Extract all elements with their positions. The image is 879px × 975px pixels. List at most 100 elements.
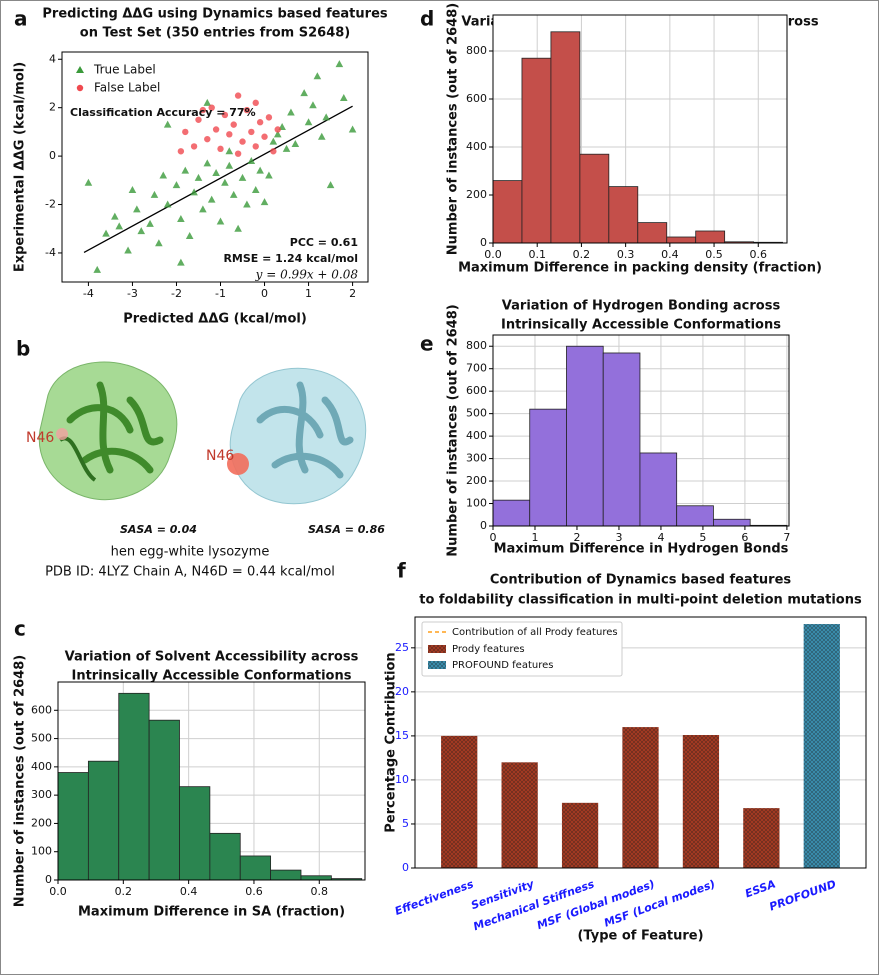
y-tick-label: 100 <box>31 845 52 858</box>
point <box>287 108 295 116</box>
sasa-label: SASA = 0.86 <box>308 523 385 536</box>
y-tick-label: 5 <box>402 817 409 830</box>
legend-marker <box>76 84 84 92</box>
point <box>146 219 154 227</box>
point <box>111 212 119 220</box>
y-tick-label: 0 <box>480 236 487 249</box>
histogram-bar <box>676 505 714 527</box>
point <box>128 186 137 193</box>
point <box>243 106 251 114</box>
histogram-bar <box>87 760 120 881</box>
y-tick-label: 0 <box>480 519 487 532</box>
point <box>115 222 124 230</box>
point <box>212 169 220 177</box>
point <box>247 156 256 164</box>
y-tick-label: -4 <box>45 246 56 259</box>
y-tick-label: 0 <box>45 873 52 886</box>
legend-box <box>421 621 623 677</box>
y-axis-label: Percentage Contribution <box>384 652 399 832</box>
histogram-bar <box>179 786 211 881</box>
fit-line <box>83 105 353 254</box>
residue-label: N46 <box>26 430 54 446</box>
panel-label: d <box>420 7 434 31</box>
axes-frame <box>57 681 366 881</box>
histogram-bar <box>637 222 668 244</box>
x-tick-label: 0.0 <box>484 248 502 261</box>
x-tick-label: 0.5 <box>705 248 723 261</box>
annotation: y = 0.99x + 0.08 <box>255 268 359 282</box>
y-tick-label: 300 <box>466 452 487 465</box>
point <box>238 173 247 181</box>
y-tick-label: 800 <box>466 339 487 352</box>
point <box>243 200 251 208</box>
y-tick-label: 400 <box>466 429 487 442</box>
y-tick-label: 500 <box>466 407 487 420</box>
point <box>177 148 185 155</box>
bar <box>441 735 478 868</box>
point <box>252 99 259 107</box>
axes-frame <box>61 51 369 283</box>
bar <box>682 735 720 868</box>
point <box>159 171 168 179</box>
point <box>269 137 278 145</box>
x-tick-label: 2 <box>349 287 356 300</box>
y-tick-label: 2 <box>49 101 56 114</box>
annotation: PCC = 0.61 <box>290 236 358 249</box>
y-tick-label: 600 <box>31 703 52 716</box>
legend-marker <box>428 661 446 669</box>
x-tick-label: 0 <box>261 287 268 300</box>
point <box>207 195 216 203</box>
y-tick-label: 4 <box>49 52 56 65</box>
point <box>177 258 185 266</box>
point <box>133 205 141 213</box>
x-tick-label: -3 <box>127 287 138 300</box>
point <box>102 229 110 237</box>
y-tick-label: 700 <box>466 362 487 375</box>
sasa-label: SASA = 0.04 <box>120 523 197 536</box>
y-tick-label: 25 <box>395 641 409 654</box>
point <box>339 94 348 101</box>
chart-title: Variation of Hydrogen Bonding across <box>502 299 781 314</box>
point <box>326 181 335 189</box>
histogram-bar <box>639 452 678 527</box>
point <box>256 166 264 174</box>
point <box>229 190 238 198</box>
axes-frame <box>492 334 790 527</box>
histogram-bar <box>492 180 523 244</box>
point <box>190 188 198 196</box>
x-tick-label: 5 <box>699 531 706 544</box>
x-axis-label: Predicted ΔΔG (kcal/mol) <box>123 312 307 327</box>
point <box>313 72 322 80</box>
point <box>300 89 308 97</box>
point <box>322 113 330 121</box>
histogram-bar <box>608 186 639 244</box>
legend-marker <box>76 66 84 73</box>
histogram-bar <box>270 869 302 881</box>
y-tick-label: 10 <box>395 773 409 786</box>
point <box>190 143 198 150</box>
point <box>335 60 344 68</box>
histogram-bar <box>521 57 552 244</box>
histogram-bar <box>148 719 180 881</box>
histogram-bar <box>239 855 272 881</box>
y-tick-label: 20 <box>395 685 409 698</box>
point <box>234 150 242 157</box>
x-tick-label: 1 <box>531 531 538 544</box>
histogram-bar <box>602 352 641 527</box>
y-tick-label: 300 <box>31 788 52 801</box>
x-tick-label: 0.6 <box>750 248 768 261</box>
bar <box>803 624 840 868</box>
x-tick-label: 0.6 <box>245 885 263 898</box>
point <box>155 239 163 247</box>
point <box>239 138 246 145</box>
point <box>274 126 281 133</box>
point <box>124 246 132 254</box>
annotation: Classification Accuracy = 77% <box>70 106 256 119</box>
panel-label: c <box>14 617 26 641</box>
x-tick-label: 0.4 <box>661 248 679 261</box>
point <box>194 173 203 181</box>
point <box>163 120 172 128</box>
point <box>203 98 212 106</box>
y-tick-label: 15 <box>395 729 409 742</box>
y-tick-label: 500 <box>31 732 52 745</box>
